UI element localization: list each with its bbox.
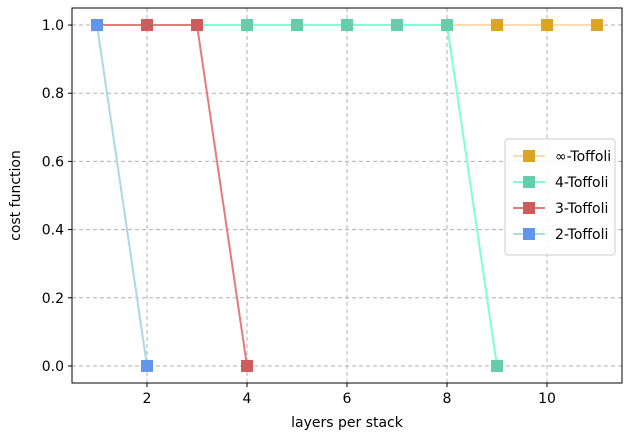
data-point-4-toffoli	[241, 19, 253, 32]
x-tick-label: 4	[243, 391, 252, 407]
data-point-3-toffoli	[141, 19, 153, 32]
data-point-4-toffoli	[441, 19, 453, 32]
legend-label-2-toffoli: 2-Toffoli	[555, 227, 608, 243]
data-point-3-toffoli	[191, 19, 203, 32]
legend: ∞-Toffoli 4-Toffoli 3-Toffoli 2-Toffoli	[504, 138, 616, 256]
data-point-2-toffoli	[141, 359, 153, 372]
data-point-inf-toffoli	[541, 19, 553, 32]
legend-marker-2-toffoli	[523, 228, 535, 240]
data-point-4-toffoli	[291, 19, 303, 32]
x-axis-label: layers per stack	[291, 415, 404, 431]
y-tick-label: 0.8	[42, 86, 64, 102]
series-4-toffoli	[91, 19, 503, 372]
y-tick-label: 0.0	[42, 359, 64, 375]
ticks: 2 4 6 8 10 0.0 0.2 0.4 0.6 0.8 1.0	[42, 18, 556, 407]
series-line-2-toffoli	[96, 24, 148, 367]
y-tick-label: 0.4	[42, 223, 64, 239]
x-tick-label: 8	[443, 391, 452, 407]
data-point-2-toffoli	[91, 19, 103, 32]
series-3-toffoli	[91, 19, 253, 372]
y-tick-label: 0.6	[42, 154, 64, 170]
series-2-toffoli	[91, 19, 153, 372]
legend-label-4-toffoli: 4-Toffoli	[555, 175, 608, 191]
legend-label-3-toffoli: 3-Toffoli	[555, 201, 608, 217]
y-axis-label: cost function	[8, 150, 24, 241]
legend-box	[504, 138, 616, 256]
y-tick-label: 0.2	[42, 291, 64, 307]
data-point-inf-toffoli	[491, 19, 503, 32]
data-point-4-toffoli	[391, 19, 403, 32]
series-layer	[91, 19, 603, 372]
series-line-3-toffoli	[97, 24, 248, 367]
data-point-4-toffoli	[491, 359, 503, 372]
series-line-4-toffoli	[97, 24, 498, 367]
legend-marker-inf-toffoli	[523, 150, 535, 162]
y-tick-label: 1.0	[42, 18, 64, 34]
x-tick-label: 2	[143, 391, 152, 407]
data-point-inf-toffoli	[591, 19, 603, 32]
x-tick-label: 10	[538, 391, 556, 407]
x-tick-label: 6	[343, 391, 352, 407]
legend-marker-4-toffoli	[523, 176, 535, 188]
data-point-4-toffoli	[341, 19, 353, 32]
data-point-3-toffoli	[241, 359, 253, 372]
legend-marker-3-toffoli	[523, 202, 535, 214]
legend-label-inf-toffoli: ∞-Toffoli	[555, 149, 611, 165]
